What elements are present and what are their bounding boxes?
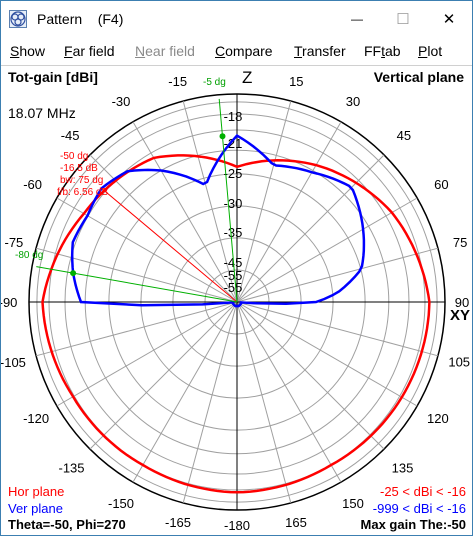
angle-tick-label: -105	[1, 355, 26, 370]
cursor-gain: -16.5 dB	[60, 163, 98, 174]
menu-near-field[interactable]: Near field	[135, 43, 195, 59]
menu-show[interactable]: Show	[10, 43, 46, 59]
angle-tick-label: 15	[289, 74, 303, 89]
legend-hor-plane: Hor plane	[8, 484, 65, 499]
angle-tick-label: 75	[453, 235, 467, 250]
grid-spoke	[236, 301, 418, 407]
gain-title: Tot-gain [dBi]	[8, 69, 98, 85]
polar-plot[interactable]: -15 15 -30 30 -45 45 -60 60 -75 75 -90 90 -105 105 -12…	[1, 66, 472, 535]
grid-spoke	[182, 301, 238, 504]
radial-tick-label: -55	[224, 280, 243, 295]
grid-spoke	[89, 301, 238, 450]
angle-tick-label: -135	[58, 461, 84, 476]
angle-tick-label: -75	[5, 235, 24, 250]
grid-spoke	[56, 301, 238, 407]
marker-line	[36, 266, 238, 303]
close-button[interactable]: ✕	[426, 1, 472, 37]
angle-tick-label: -45	[61, 128, 80, 143]
pattern-app-icon	[9, 10, 27, 28]
radial-tick-label: -35	[224, 225, 243, 240]
angle-tick-label: -90	[1, 295, 17, 310]
grid-spoke	[132, 301, 238, 483]
grid-spoke	[236, 301, 342, 483]
title-bar[interactable]: Pattern (F4) — ☐ ✕	[1, 1, 472, 37]
grid-spoke	[236, 301, 439, 357]
angle-tick-label: -150	[108, 496, 134, 511]
angle-tick-label: 165	[285, 515, 307, 530]
grid-spoke	[132, 121, 238, 303]
cursor-angle: -50 dg	[60, 151, 89, 162]
menu-fftab[interactable]: FFtab	[364, 43, 401, 59]
max-gain-readout: Max gain The:-50	[360, 517, 466, 532]
marker-top-label: -5 dg	[203, 77, 226, 88]
z-axis-label: Z	[242, 68, 253, 87]
vertical-plane-trace	[70, 134, 366, 308]
radial-tick-label: -55	[224, 268, 243, 283]
grid-spoke	[236, 247, 439, 303]
angle-tick-label: -180	[224, 518, 250, 533]
angle-tick-label: 60	[434, 177, 448, 192]
angle-tick-label: 45	[397, 128, 411, 143]
angle-tick-label: -60	[23, 177, 42, 192]
marker-left-label: -80 dg	[15, 250, 44, 261]
angle-tick-label: 150	[342, 496, 364, 511]
cursor-readout: Theta=-50, Phi=270	[8, 517, 126, 532]
minimize-button[interactable]: —	[334, 1, 380, 37]
cursor-line	[101, 188, 238, 303]
angle-tick-label: 120	[427, 411, 449, 426]
grid-spoke	[236, 301, 385, 450]
minimize-icon: —	[351, 12, 363, 26]
cursor-beamwidth: bw: 75 dg	[60, 175, 104, 186]
xy-axis-label: XY	[450, 307, 471, 324]
grid-spoke	[35, 247, 238, 303]
marker-dot	[70, 270, 77, 277]
horizontal-plane-trace	[41, 154, 431, 494]
grid-spoke	[35, 301, 238, 357]
menu-compare[interactable]: Compare	[215, 43, 273, 59]
menu-far-field[interactable]: Far field	[64, 43, 115, 59]
menu-transfer[interactable]: Transfer	[294, 43, 346, 59]
maximize-icon: ☐	[396, 11, 410, 28]
frequency-label: 18.07 MHz	[8, 105, 76, 121]
radial-tick-label: -30	[224, 196, 243, 211]
angle-tick-label: 135	[392, 461, 414, 476]
angle-tick-label: -15	[168, 74, 187, 89]
cursor-front-back: f/b: 6.56 dB	[57, 187, 109, 198]
radial-tick-label: -25	[224, 166, 243, 181]
legend-ver-plane: Ver plane	[8, 501, 63, 516]
grid-spoke	[236, 154, 385, 303]
grid-spoke	[236, 301, 292, 504]
marker-line	[218, 98, 238, 303]
grid-spoke	[236, 197, 418, 303]
angle-tick-label: -165	[165, 515, 191, 530]
window-title: Pattern (F4)	[37, 11, 124, 27]
menu-bar: Show Far field Near field Compare Transf…	[1, 39, 472, 66]
angle-tick-label: -30	[112, 94, 131, 109]
plane-title: Vertical plane	[373, 69, 464, 85]
legend-ver-range: -999 < dBi < -16	[372, 501, 466, 516]
grid-spoke	[236, 100, 292, 303]
angle-tick-label: -120	[23, 411, 49, 426]
radial-tick-label: -18	[224, 109, 243, 124]
grid-spoke	[182, 100, 238, 303]
menu-plot[interactable]: Plot	[418, 43, 443, 59]
angle-tick-label: 30	[346, 94, 360, 109]
marker-dot	[219, 133, 226, 140]
legend-hor-range: -25 < dBi < -16	[380, 484, 466, 499]
close-icon: ✕	[442, 11, 456, 28]
grid-spoke	[236, 121, 342, 303]
radial-tick-label: -45	[224, 255, 243, 270]
maximize-button[interactable]: ☐	[380, 1, 426, 37]
polar-grid: -15 15 -30 30 -45 45 -60 60 -75 75 -90 90 -105 105 -12…	[1, 74, 470, 533]
angle-tick-label: 90	[455, 295, 469, 310]
angle-tick-label: 105	[448, 355, 470, 370]
